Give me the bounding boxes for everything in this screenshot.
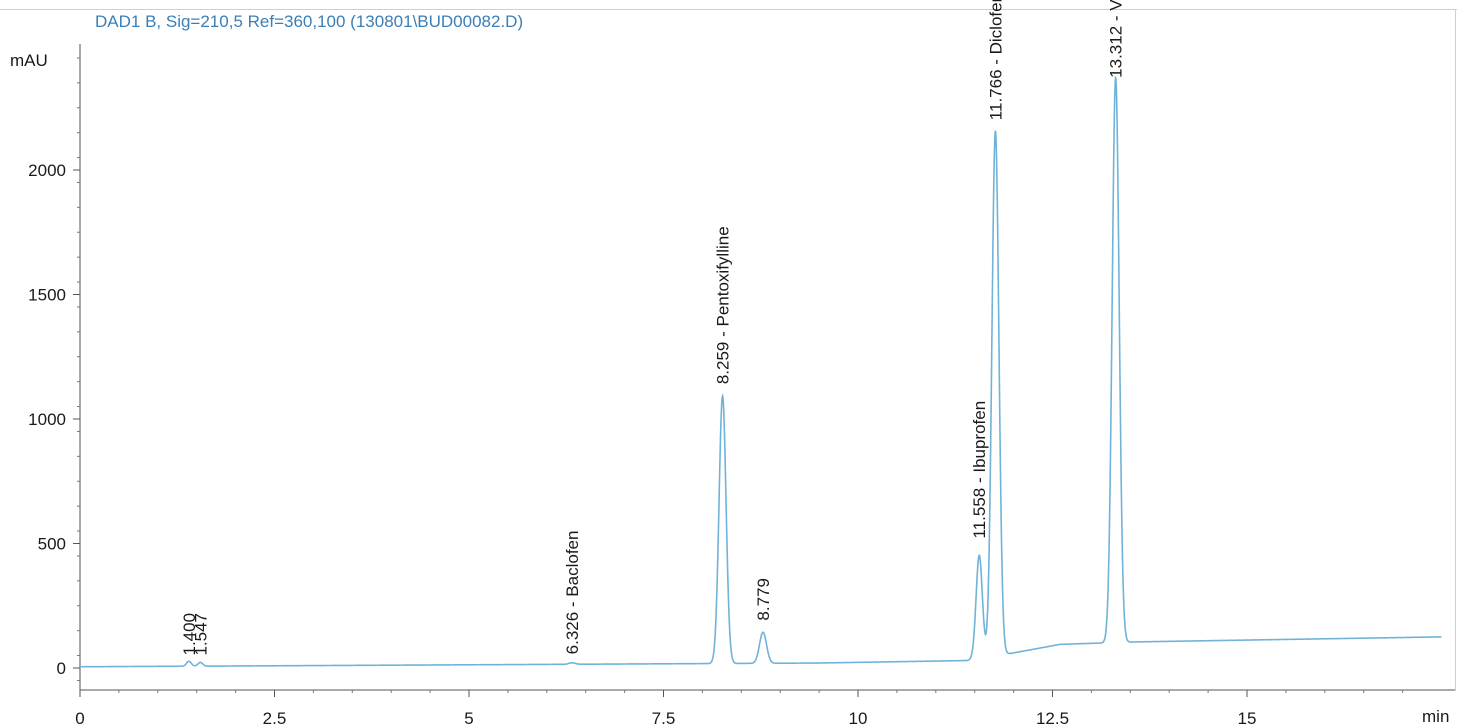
y-tick-label: 1000 <box>28 410 66 429</box>
x-tick-label: 12.5 <box>1036 709 1069 725</box>
x-tick-label: 15 <box>1238 709 1257 725</box>
peak-label: 1.400 <box>180 613 199 656</box>
peak-label: 13.312 - Verapamil <box>1107 0 1126 78</box>
x-axis-unit-label: min <box>1422 707 1449 725</box>
x-tick-label: 0 <box>75 709 84 725</box>
y-tick-label: 0 <box>57 659 66 678</box>
x-tick-label: 5 <box>464 709 473 725</box>
axes: 0 500 1000 1500 2000 0 2.5 5 7.5 10 12.5 15 <box>28 44 1455 725</box>
peak-label: 6.326 - Baclofen <box>563 531 582 655</box>
peak-label: 11.558 - Ibuprofen <box>970 401 989 539</box>
x-tick-label: 2.5 <box>263 709 287 725</box>
peak-label: 8.259 - Pentoxifylline <box>714 226 733 384</box>
peak-label: 8.779 <box>754 578 773 621</box>
peak-label: 1.547 <box>191 613 210 656</box>
y-axis-unit-label: mAU <box>10 51 48 70</box>
frame-right-border <box>1455 9 1456 691</box>
frame-top-border <box>0 9 1457 10</box>
signal-trace <box>80 75 1442 668</box>
y-tick-label: 2000 <box>28 161 66 180</box>
peak-label: 11.766 - Diclofenac <box>986 0 1005 120</box>
chart-title: DAD1 B, Sig=210,5 Ref=360,100 (130801\BU… <box>95 12 524 31</box>
x-tick-label: 7.5 <box>652 709 676 725</box>
y-tick-label: 1500 <box>28 286 66 305</box>
x-tick-label: 10 <box>849 709 868 725</box>
signal-line <box>80 75 1442 668</box>
y-tick-label: 500 <box>38 535 66 554</box>
